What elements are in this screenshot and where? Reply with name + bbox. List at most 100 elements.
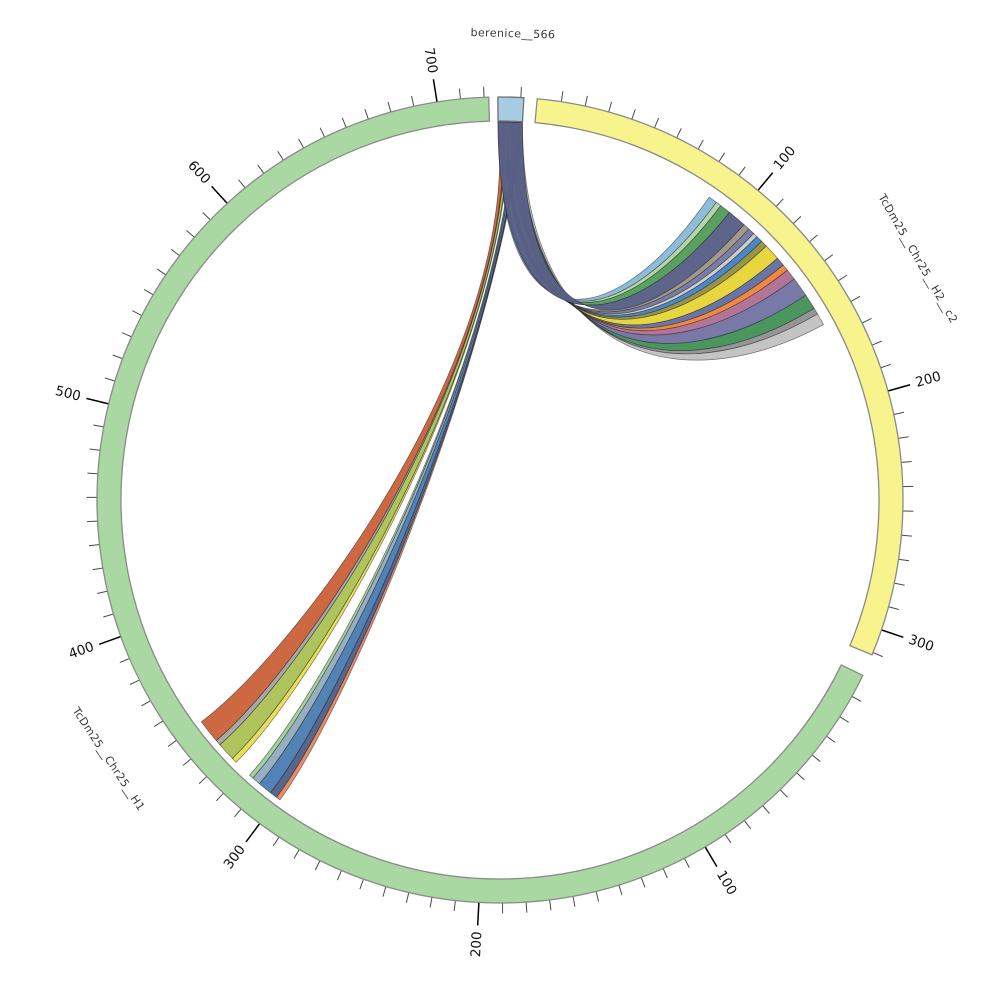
minor-tick <box>676 128 682 138</box>
minor-tick <box>272 837 280 847</box>
minor-tick <box>167 740 177 747</box>
minor-tick <box>319 127 325 137</box>
minor-tick <box>894 582 905 586</box>
minor-tick <box>298 138 304 148</box>
minor-tick <box>453 900 456 912</box>
tick-label: 500 <box>54 383 83 405</box>
minor-tick <box>640 877 646 888</box>
ribbon-to-H2 <box>497 121 745 311</box>
minor-tick <box>898 436 909 439</box>
ribbon-to-H1 <box>219 121 509 759</box>
minor-tick <box>293 849 300 859</box>
tick-label: 100 <box>770 143 799 173</box>
minor-tick <box>87 520 98 523</box>
ribbon-to-H1 <box>258 122 521 794</box>
minor-tick <box>215 793 224 802</box>
minor-tick <box>170 248 180 256</box>
minor-tick <box>839 716 849 723</box>
minor-tick <box>234 808 242 818</box>
tick-label: 600 <box>184 158 213 188</box>
minor-tick <box>584 95 588 106</box>
minor-tick <box>796 772 805 781</box>
segment-label-berenice__566: berenice__566 <box>470 26 555 41</box>
minor-tick <box>838 274 848 281</box>
minor-tick <box>97 590 108 595</box>
minor-tick <box>314 860 321 871</box>
segment-band-TcDm25__Chr25__H2__c2 <box>534 98 904 656</box>
minor-tick <box>793 216 802 224</box>
minor-tick <box>873 652 883 658</box>
minor-tick <box>89 448 100 451</box>
minor-tick <box>901 460 912 463</box>
segment-label-TcDm25__Chr25__H2__c2: TcDm25__Chr25__H2__c2 <box>875 191 960 326</box>
minor-tick <box>549 900 552 911</box>
tick-label: 300 <box>906 632 936 655</box>
minor-tick <box>901 534 912 537</box>
major-tick <box>86 397 109 405</box>
minor-tick <box>618 885 623 896</box>
minor-tick <box>88 544 100 547</box>
ribbon-to-H2 <box>520 122 824 361</box>
minor-tick <box>92 567 103 571</box>
minor-tick <box>572 896 576 907</box>
minor-tick <box>520 87 522 98</box>
minor-tick <box>608 101 613 112</box>
minor-tick <box>894 411 905 415</box>
minor-tick <box>458 88 461 99</box>
minor-tick <box>776 198 784 207</box>
minor-tick <box>872 340 882 346</box>
minor-tick <box>762 805 770 814</box>
minor-tick <box>718 152 726 162</box>
tick-label: 300 <box>221 842 249 872</box>
tick-label: 100 <box>713 868 740 898</box>
minor-tick <box>387 101 392 112</box>
minor-tick <box>631 109 636 119</box>
minor-tick <box>738 166 746 176</box>
tick-label: 200 <box>914 368 943 390</box>
major-tick <box>888 384 911 392</box>
minor-tick <box>662 868 668 879</box>
tick-label: 700 <box>421 47 441 75</box>
minor-tick <box>129 679 140 686</box>
minor-tick <box>826 736 836 743</box>
minor-tick <box>132 310 142 316</box>
minor-tick <box>182 758 192 766</box>
minor-tick <box>809 234 818 242</box>
minor-tick <box>103 613 114 618</box>
minor-tick <box>824 254 834 261</box>
minor-tick <box>153 720 163 728</box>
major-tick <box>432 79 438 102</box>
minor-tick <box>87 472 98 475</box>
major-tick <box>245 823 261 843</box>
minor-tick <box>143 289 153 295</box>
major-tick <box>757 172 774 191</box>
minor-tick <box>277 151 284 161</box>
minor-tick <box>364 109 369 119</box>
minor-tick <box>411 95 415 106</box>
minor-tick <box>654 117 660 128</box>
minor-tick <box>744 820 752 830</box>
minor-tick <box>359 879 364 890</box>
minor-tick <box>238 179 246 188</box>
minor-tick <box>862 317 872 324</box>
minor-tick <box>850 295 861 302</box>
minor-tick <box>724 834 732 844</box>
minor-tick <box>899 558 910 562</box>
minor-tick <box>202 212 211 220</box>
ribbon-to-H1 <box>249 121 516 779</box>
minor-tick <box>198 776 207 785</box>
minor-tick <box>684 858 690 868</box>
major-tick <box>98 635 121 645</box>
minor-tick <box>780 789 788 798</box>
minor-tick <box>595 891 600 902</box>
minor-tick <box>888 606 899 610</box>
minor-tick <box>93 424 104 428</box>
tick-label: 200 <box>468 931 485 958</box>
segment-label-TcDm25__Chr25__H1: TcDm25__Chr25__H1 <box>69 704 147 813</box>
minor-tick <box>429 897 433 908</box>
major-tick <box>704 846 718 868</box>
minor-tick <box>257 164 264 174</box>
minor-tick <box>852 696 862 702</box>
minor-tick <box>881 363 891 369</box>
